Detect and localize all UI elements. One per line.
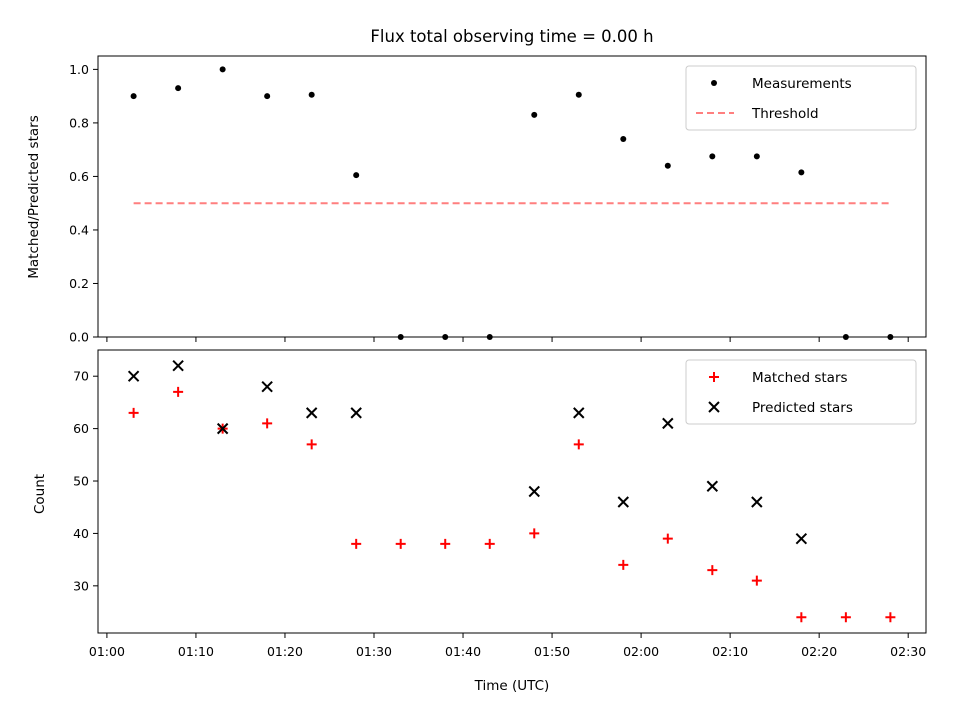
predicted-stars-point xyxy=(216,422,229,435)
bottom-x-tick-label: 01:00 xyxy=(89,644,125,659)
bottom-x-tick-label: 01:20 xyxy=(267,644,303,659)
top-y-tick-label: 0.4 xyxy=(69,222,89,237)
bottom-x-axis-label: Time (UTC) xyxy=(474,678,550,694)
measurements-point xyxy=(842,334,849,340)
measurements-point xyxy=(620,135,627,142)
bottom-axes-frame xyxy=(97,349,927,634)
measurements-point xyxy=(308,91,315,98)
bottom-legend-box xyxy=(685,359,917,425)
measurements-point xyxy=(798,169,805,176)
matched-stars-point xyxy=(707,565,718,576)
bottom-x-tick-label: 01:10 xyxy=(178,644,214,659)
bottom-legend-x-marker xyxy=(708,401,720,413)
bottom-x-tick-label: 01:50 xyxy=(534,644,570,659)
bottom-plot-panel: 01:00 01:10 01:20 01:30 01:40 01:50 02:00 02:10… xyxy=(73,349,927,659)
measurements-point xyxy=(664,162,671,169)
top-plot-panel: 0.0 0.2 0.4 0.6 0.8 1.0 Measurements Threshold xyxy=(69,55,927,345)
predicted-stars-point xyxy=(573,407,585,419)
measurements-point xyxy=(531,111,538,118)
matched-stars-point xyxy=(529,528,540,539)
predicted-stars-point xyxy=(305,407,318,419)
bottom-y-tick-label: 30 xyxy=(73,578,89,593)
matched-stars-point xyxy=(128,407,139,418)
bottom-legend-plus-marker xyxy=(709,372,719,382)
top-legend-label: Threshold xyxy=(751,106,819,122)
matched-stars-point xyxy=(573,439,584,450)
bottom-x-tick-label: 02:30 xyxy=(890,644,926,659)
bottom-y-axis-label: Count xyxy=(32,474,48,514)
top-legend-dot-marker xyxy=(711,80,717,86)
measurements-point xyxy=(175,85,182,92)
top-axes-frame xyxy=(97,55,927,338)
predicted-stars-point xyxy=(261,380,273,393)
measurements-point xyxy=(753,153,760,160)
top-y-tick-label: 0.6 xyxy=(69,169,89,184)
matched-stars-point xyxy=(484,538,495,549)
top-y-tick-label: 0.0 xyxy=(69,330,89,345)
measurements-point xyxy=(130,93,137,100)
top-legend-box xyxy=(685,65,917,131)
top-y-axis-label: Matched/Predicted stars xyxy=(26,115,42,278)
matched-stars-point xyxy=(173,386,184,397)
measurements-point xyxy=(353,172,360,179)
matched-stars-point xyxy=(618,559,629,570)
measurements-point xyxy=(709,153,716,160)
predicted-stars-point xyxy=(617,496,629,508)
predicted-stars-point xyxy=(751,496,763,508)
predicted-stars-point xyxy=(662,417,674,430)
top-y-tick-label: 1.0 xyxy=(69,62,89,77)
top-legend-label: Measurements xyxy=(752,76,852,92)
predicted-stars-point xyxy=(528,485,540,498)
measurements-point xyxy=(397,334,404,340)
bottom-y-tick-label: 60 xyxy=(73,421,89,436)
predicted-stars-point xyxy=(350,407,362,419)
bottom-x-tick-label: 02:10 xyxy=(712,644,748,659)
top-y-tick-label: 0.8 xyxy=(69,115,89,130)
measurements-point xyxy=(264,93,271,100)
matched-stars-point xyxy=(306,439,317,450)
matched-stars-point xyxy=(885,612,896,623)
predicted-stars-point xyxy=(127,370,140,382)
matched-stars-point xyxy=(395,538,406,549)
bottom-x-tick-label: 02:00 xyxy=(623,644,659,659)
matched-stars-point xyxy=(262,418,273,429)
measurements-point xyxy=(219,66,226,73)
bottom-x-tick-label: 02:20 xyxy=(801,644,837,659)
matched-stars-point xyxy=(662,533,673,544)
top-y-tick-label: 0.2 xyxy=(69,276,89,291)
matched-stars-point xyxy=(840,612,851,623)
measurements-point xyxy=(887,334,894,340)
bottom-y-tick-label: 40 xyxy=(73,526,89,541)
measurements-point xyxy=(575,91,582,98)
bottom-legend-label: Matched stars xyxy=(752,370,848,386)
bottom-legend-label: Predicted stars xyxy=(752,400,853,416)
predicted-stars-point xyxy=(795,532,808,545)
bottom-x-tick-label: 01:30 xyxy=(356,644,392,659)
bottom-x-tick-label: 01:40 xyxy=(445,644,481,659)
bottom-y-tick-label: 50 xyxy=(73,474,89,489)
predicted-stars-point xyxy=(172,360,184,372)
predicted-stars-point xyxy=(706,480,719,492)
matched-stars-point xyxy=(440,538,451,549)
matched-stars-point xyxy=(796,612,807,623)
bottom-y-tick-label: 70 xyxy=(73,369,89,384)
matched-stars-point xyxy=(751,575,762,586)
top-chart-title: Flux total observing time = 0.00 h xyxy=(370,27,653,46)
matched-stars-point xyxy=(351,538,362,549)
measurements-point xyxy=(486,334,493,340)
measurements-point xyxy=(442,334,449,340)
